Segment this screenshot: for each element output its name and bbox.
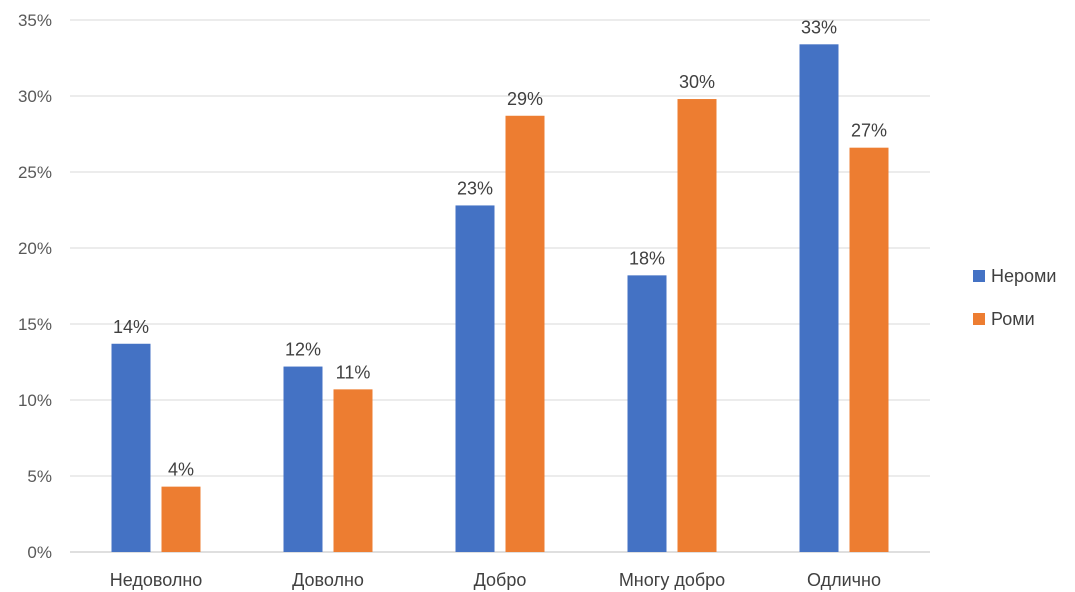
y-tick-label: 30% (18, 87, 52, 106)
x-category-label: Недоволно (110, 570, 203, 590)
y-axis-ticks: 0% 5% 10% 15% 20% 25% 30% 35% (18, 11, 52, 562)
data-labels: 14% 4% 12% 11% 23% 29% 18% 30% 33% 27% (113, 17, 887, 479)
x-category-label: Многу добро (619, 570, 725, 590)
data-label: 33% (801, 17, 837, 37)
data-label: 4% (168, 460, 194, 480)
legend-label: Нероми (991, 266, 1056, 286)
data-label: 18% (629, 248, 665, 268)
y-tick-label: 0% (27, 543, 52, 562)
y-tick-label: 25% (18, 163, 52, 182)
bar-neromi (799, 44, 839, 552)
x-category-label: Доволно (292, 570, 364, 590)
bar-romi (505, 115, 545, 552)
data-label: 27% (851, 121, 887, 141)
bar-neromi (111, 343, 151, 552)
bar-neromi (627, 275, 667, 552)
legend-label: Роми (991, 309, 1035, 329)
y-tick-label: 15% (18, 315, 52, 334)
data-label: 12% (285, 340, 321, 360)
y-tick-label: 35% (18, 11, 52, 30)
data-label: 11% (336, 362, 371, 382)
gridlines (70, 19, 930, 553)
data-label: 14% (113, 317, 149, 337)
y-tick-label: 20% (18, 239, 52, 258)
x-category-label: Одлично (807, 570, 881, 590)
data-label: 30% (679, 72, 715, 92)
bar-romi (677, 99, 717, 552)
bar-neromi (455, 205, 495, 552)
bar-romi (161, 486, 201, 552)
bar-romi (849, 147, 889, 552)
legend: Нероми Роми (973, 266, 1056, 329)
y-tick-label: 5% (27, 467, 52, 486)
x-category-label: Добро (474, 570, 527, 590)
data-label: 23% (457, 178, 493, 198)
legend-swatch (973, 270, 985, 282)
y-tick-label: 10% (18, 391, 52, 410)
data-label: 29% (507, 89, 543, 109)
bars (111, 44, 889, 552)
x-axis-categories: Недоволно Доволно Добро Многу добро Одлично (110, 570, 881, 590)
bar-neromi (283, 366, 323, 552)
legend-swatch (973, 313, 985, 325)
bar-romi (333, 389, 373, 552)
